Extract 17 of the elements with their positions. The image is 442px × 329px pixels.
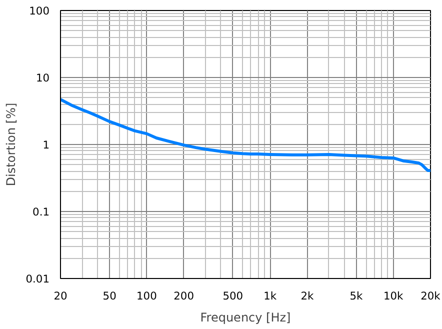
x-tick-label: 5k (350, 290, 364, 302)
y-tick-label: 10 (36, 72, 50, 84)
x-tick-label: 10k (384, 290, 404, 302)
x-tick-label: 100 (136, 290, 158, 302)
x-tick-label: 200 (174, 290, 194, 302)
x-tick-label: 2k (300, 290, 314, 302)
y-tick-label: 0.1 (32, 206, 50, 218)
y-tick-label: 100 (29, 4, 50, 18)
y-tick-label: 0.01 (26, 272, 50, 286)
y-axis-title: Distortion [%] (4, 102, 18, 186)
x-tick-label: 50 (102, 290, 117, 302)
x-tick-label: 20k (420, 290, 442, 302)
x-tick-label: 500 (222, 290, 244, 302)
x-tick-label: 20 (54, 290, 68, 302)
x-axis-title: Frequency [Hz] (200, 310, 291, 324)
x-tick-label: 1k (264, 290, 278, 302)
y-tick-label: 1 (42, 138, 50, 152)
